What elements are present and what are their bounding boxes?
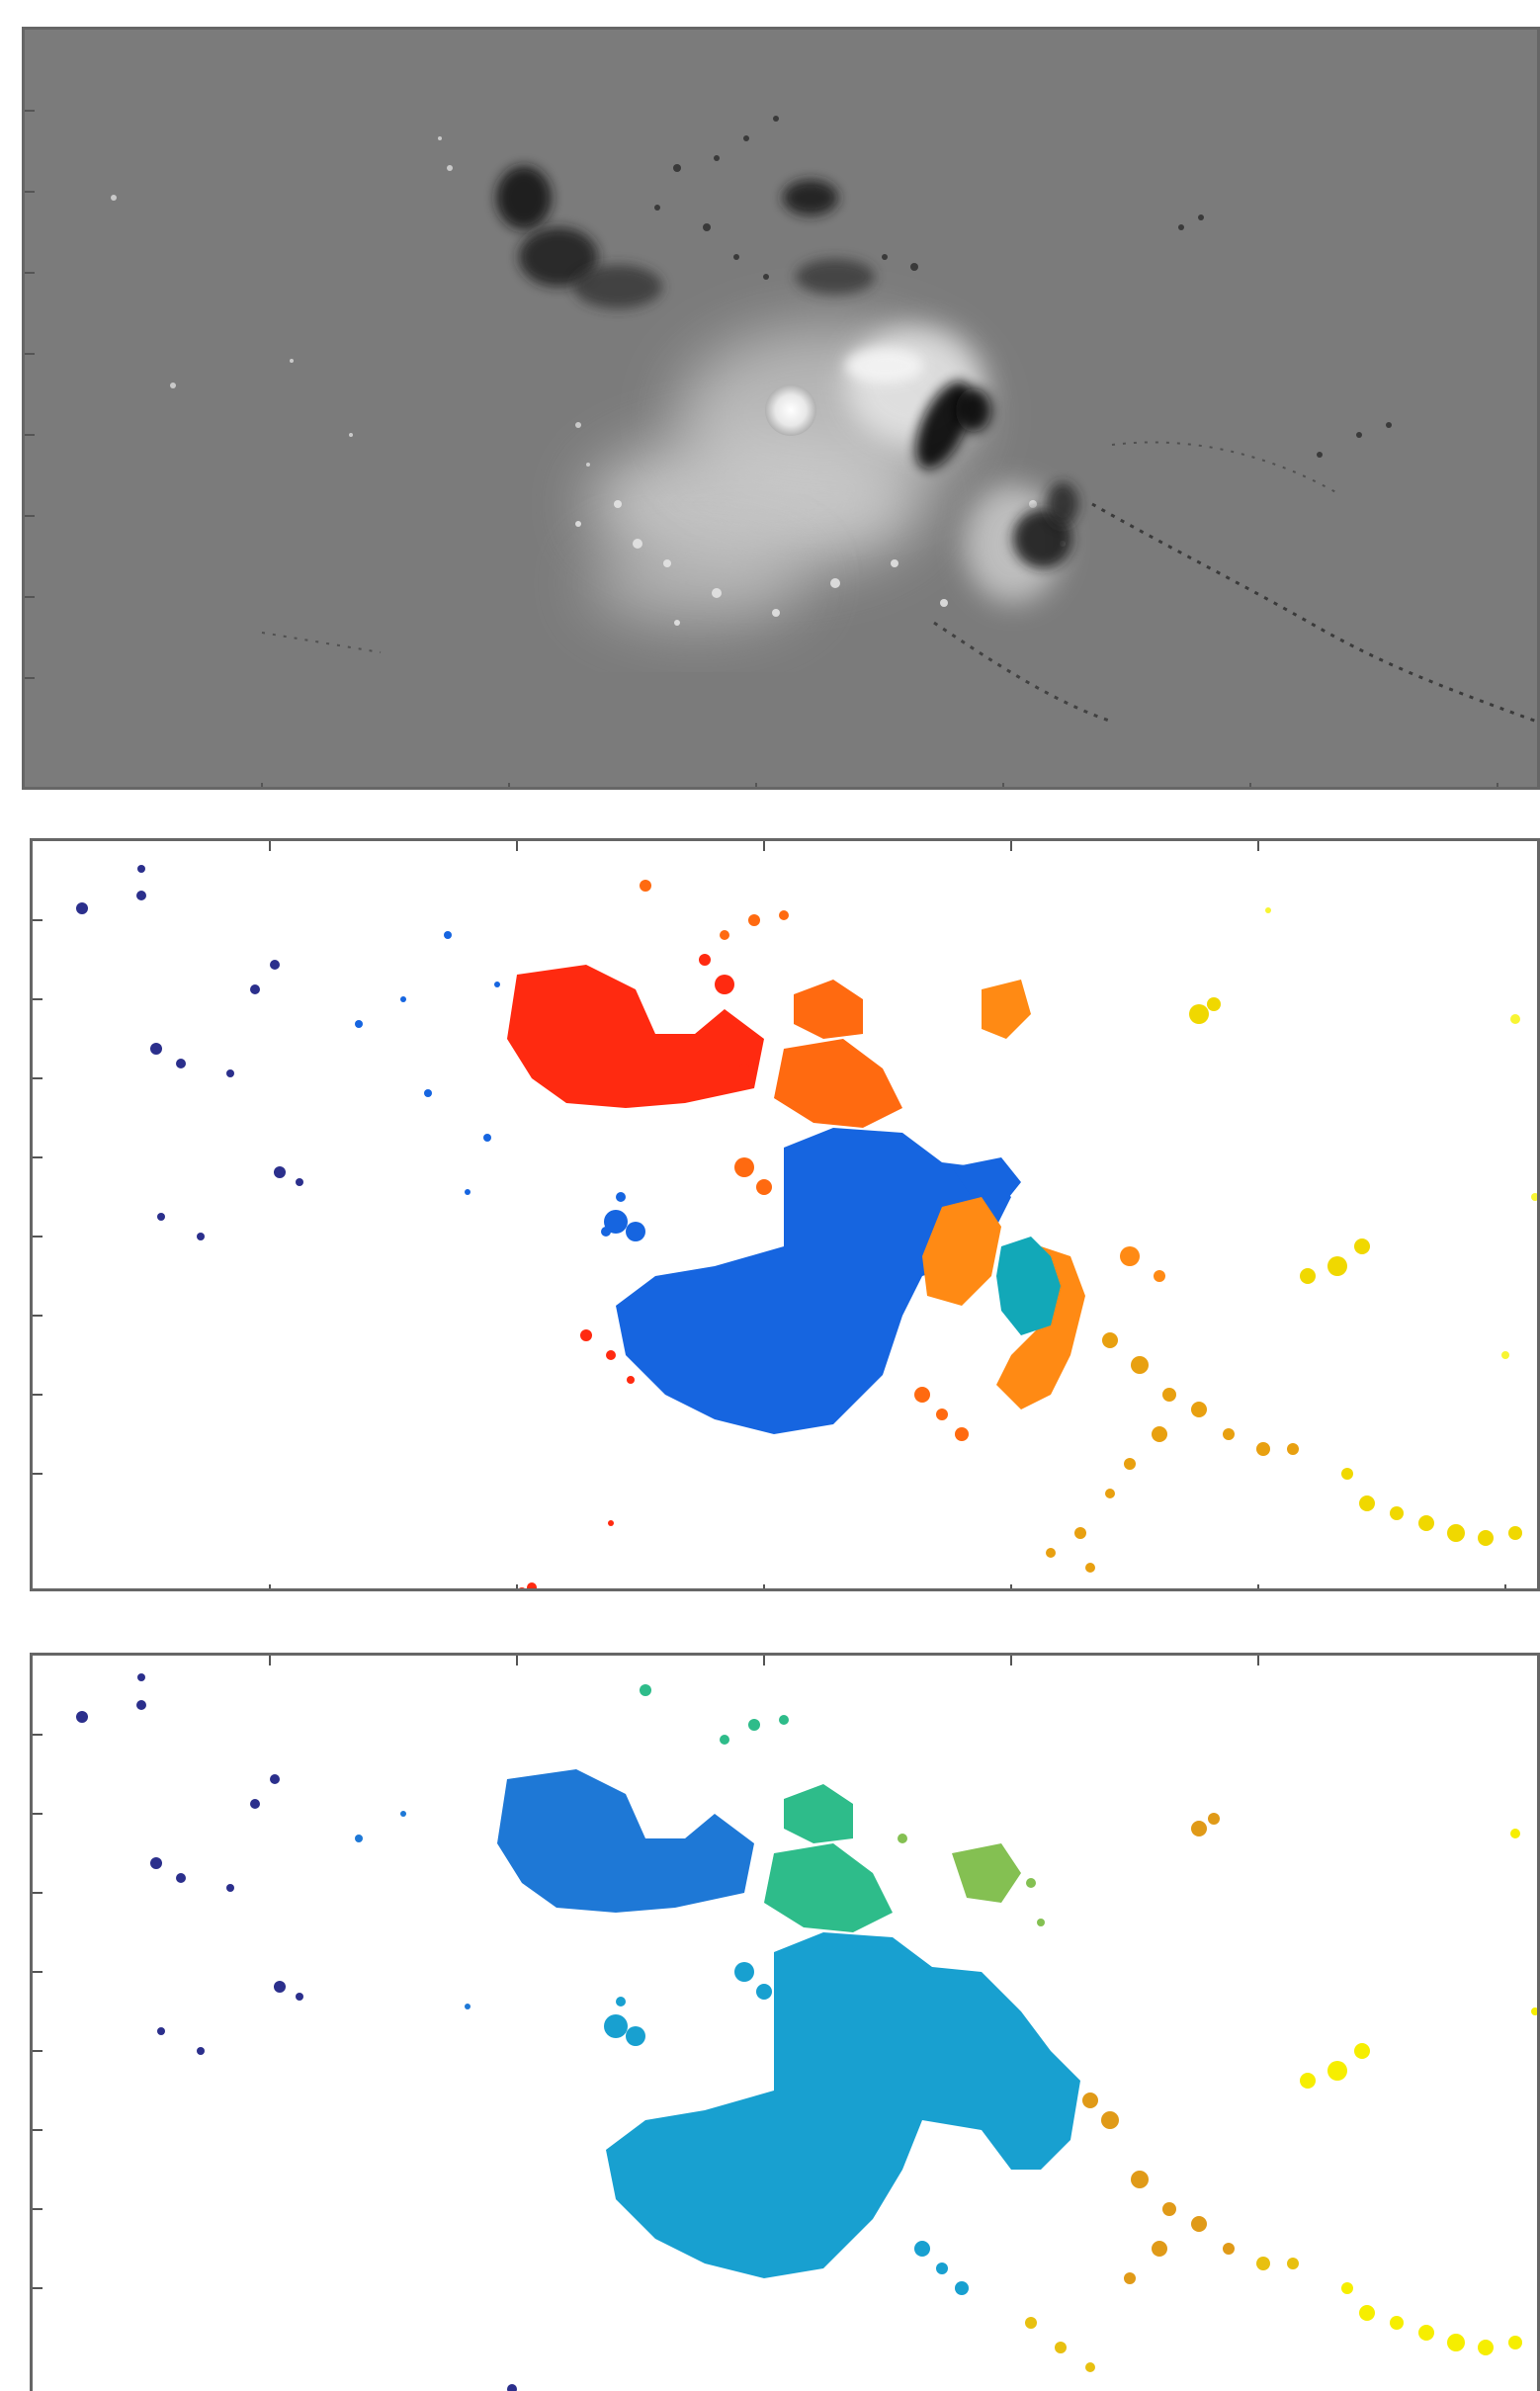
region-navy xyxy=(76,1673,517,2391)
region-olive xyxy=(898,1834,1045,1926)
region-cyan-blue xyxy=(604,1932,1080,2295)
region-gold xyxy=(1025,2257,1299,2372)
region-blue xyxy=(604,1128,1021,1434)
magnetogram-image xyxy=(25,30,1537,787)
region-red xyxy=(507,954,764,1588)
region-amber xyxy=(1046,1332,1299,1573)
negative-polarity-region xyxy=(261,116,1537,724)
region-yellow xyxy=(1300,1829,1537,2355)
region-orange-red xyxy=(640,880,969,1441)
region-mid-blue xyxy=(355,1769,754,2009)
region-amber xyxy=(1082,1813,1235,2284)
region-teal xyxy=(996,1237,1061,1335)
region-pale-yellow xyxy=(1265,907,1537,1359)
segmentation-panel-a xyxy=(30,838,1540,1591)
magnetogram-panel xyxy=(22,27,1540,790)
positive-polarity-region xyxy=(111,136,1066,628)
segmentation-b-ticks xyxy=(33,1656,1259,2289)
segmentation-map-b xyxy=(33,1656,1537,2391)
segmentation-a-ticks xyxy=(33,841,1506,1588)
bright-spot xyxy=(765,384,816,436)
segmentation-panel-b xyxy=(30,1653,1540,2391)
region-yellow xyxy=(1189,997,1522,1546)
region-navy xyxy=(76,865,303,1240)
magnetogram-ticks xyxy=(25,110,1498,787)
segmentation-map-a xyxy=(33,841,1537,1588)
region-green xyxy=(640,1684,893,1932)
